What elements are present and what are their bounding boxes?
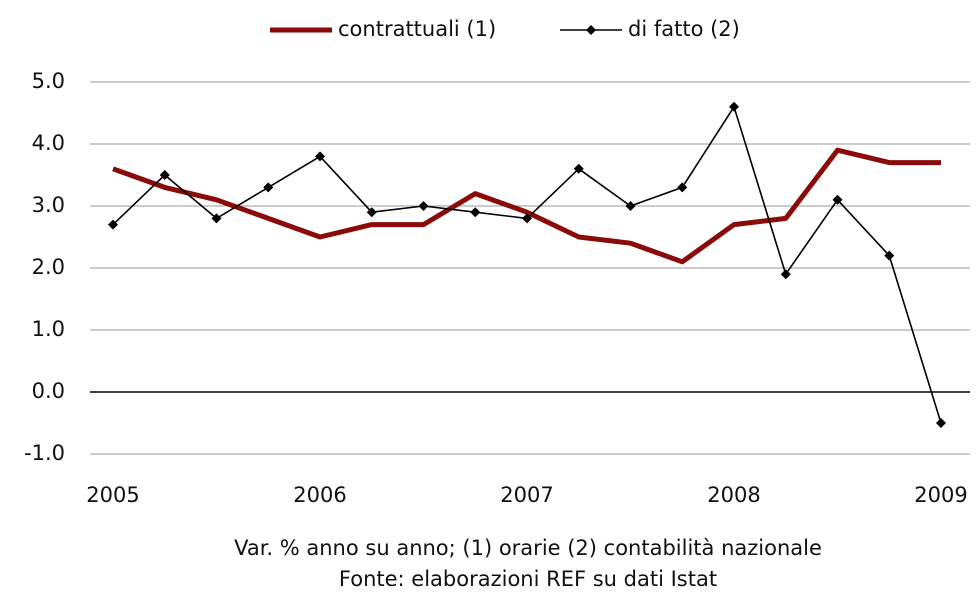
note: Var. % anno su anno; (1) orarie (2) cont… xyxy=(234,536,822,560)
y-tick-label: 0.0 xyxy=(32,379,65,403)
point-marker xyxy=(315,151,325,162)
x-tick-label: 2009 xyxy=(914,483,967,507)
x-tick-label: 2007 xyxy=(500,483,553,507)
x-tick-label: 2008 xyxy=(707,483,760,507)
point-marker xyxy=(211,213,222,224)
point-marker xyxy=(573,163,584,174)
point-marker xyxy=(677,182,688,193)
point-marker xyxy=(625,201,636,211)
y-tick-label: 1.0 xyxy=(32,317,65,341)
point-marker xyxy=(263,182,274,193)
legend-label: di fatto (2) xyxy=(628,17,740,41)
point-marker xyxy=(729,101,739,112)
source-note: Fonte: elaborazioni REF su dati Istat xyxy=(339,567,717,591)
y-tick-label: 2.0 xyxy=(32,255,65,279)
point-marker xyxy=(780,269,791,280)
y-tick-label: 3.0 xyxy=(32,193,65,217)
point-marker xyxy=(522,213,532,224)
point-marker xyxy=(108,219,118,230)
y-tick-label: 5.0 xyxy=(32,69,65,93)
x-tick-label: 2005 xyxy=(86,483,139,507)
series-line xyxy=(112,147,941,265)
x-tick-label: 2006 xyxy=(293,483,346,507)
y-tick-label: 4.0 xyxy=(32,131,65,155)
y-tick-label: -1.0 xyxy=(24,441,65,465)
legend-label: contrattuali (1) xyxy=(338,17,496,41)
point-marker xyxy=(832,194,843,205)
point-marker xyxy=(159,170,170,180)
point-marker xyxy=(470,207,481,218)
point-marker xyxy=(884,250,895,261)
point-marker xyxy=(418,201,429,211)
point-marker xyxy=(366,207,377,218)
point-marker xyxy=(936,418,946,428)
series-line xyxy=(112,106,942,424)
legend-marker xyxy=(586,25,596,35)
